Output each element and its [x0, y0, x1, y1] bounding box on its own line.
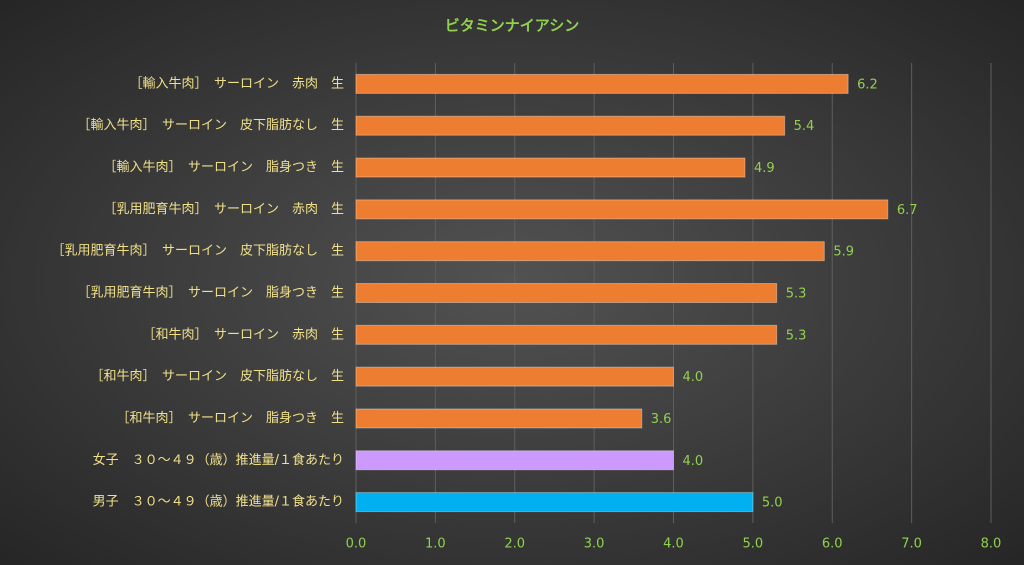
data-label: 6.2 — [857, 77, 878, 92]
x-tick-label: 5.0 — [743, 537, 764, 552]
bar — [355, 241, 825, 262]
bar — [355, 366, 674, 387]
data-label: 5.3 — [786, 328, 807, 343]
y-tick-label: ［輸入牛肉］ サーロイン 皮下脂肪なし 生 — [77, 117, 344, 133]
y-tick-label: ［乳用肥育牛肉］ サーロイン 皮下脂肪なし 生 — [51, 243, 344, 259]
bar — [355, 157, 746, 178]
bar — [355, 450, 674, 471]
bar — [355, 324, 778, 345]
y-tick-label: ［和牛肉］ サーロイン 皮下脂肪なし 生 — [90, 368, 344, 384]
bar — [355, 199, 889, 220]
x-tick-label: 8.0 — [981, 537, 1002, 552]
y-tick-label: ［乳用肥育牛肉］ サーロイン 赤肉 生 — [103, 201, 344, 217]
y-tick-label: ［輸入牛肉］ サーロイン 赤肉 生 — [129, 76, 344, 91]
x-tick-label: 6.0 — [822, 537, 843, 552]
x-tick-label: 2.0 — [504, 537, 525, 552]
x-tick-label: 1.0 — [425, 537, 446, 552]
data-label: 5.0 — [762, 496, 783, 511]
y-tick-label: 男子 ３０～４９（歳）推進量/１食あたり — [93, 494, 344, 510]
data-label: 5.9 — [833, 245, 854, 260]
bar — [355, 115, 786, 136]
x-tick-label: 7.0 — [901, 537, 922, 552]
data-label: 4.9 — [754, 161, 775, 176]
data-label: 5.3 — [786, 287, 807, 302]
y-tick-label: ［乳用肥育牛肉］ サーロイン 脂身つき 生 — [77, 285, 344, 301]
bar — [355, 492, 754, 513]
y-tick-label: ［和牛肉］ サーロイン 赤肉 生 — [142, 327, 344, 342]
bar — [355, 408, 643, 429]
data-label: 3.6 — [651, 412, 672, 427]
data-label: 5.4 — [794, 119, 815, 134]
bar — [355, 73, 849, 94]
x-tick-label: 0.0 — [346, 537, 367, 552]
data-label: 4.0 — [683, 454, 704, 469]
y-tick-label: 女子 ３０～４９（歳）推進量/１食あたり — [93, 452, 344, 468]
y-tick-label: ［輸入牛肉］ サーロイン 脂身つき 生 — [103, 159, 344, 175]
bar — [355, 283, 778, 303]
x-tick-label: 3.0 — [584, 537, 605, 552]
x-tick-label: 4.0 — [663, 537, 684, 552]
y-tick-label: ［和牛肉］ サーロイン 脂身つき 生 — [116, 410, 344, 426]
data-label: 6.7 — [897, 203, 918, 218]
chart-title: ビタミンナイアシン — [445, 17, 579, 35]
data-label: 4.0 — [683, 370, 704, 385]
